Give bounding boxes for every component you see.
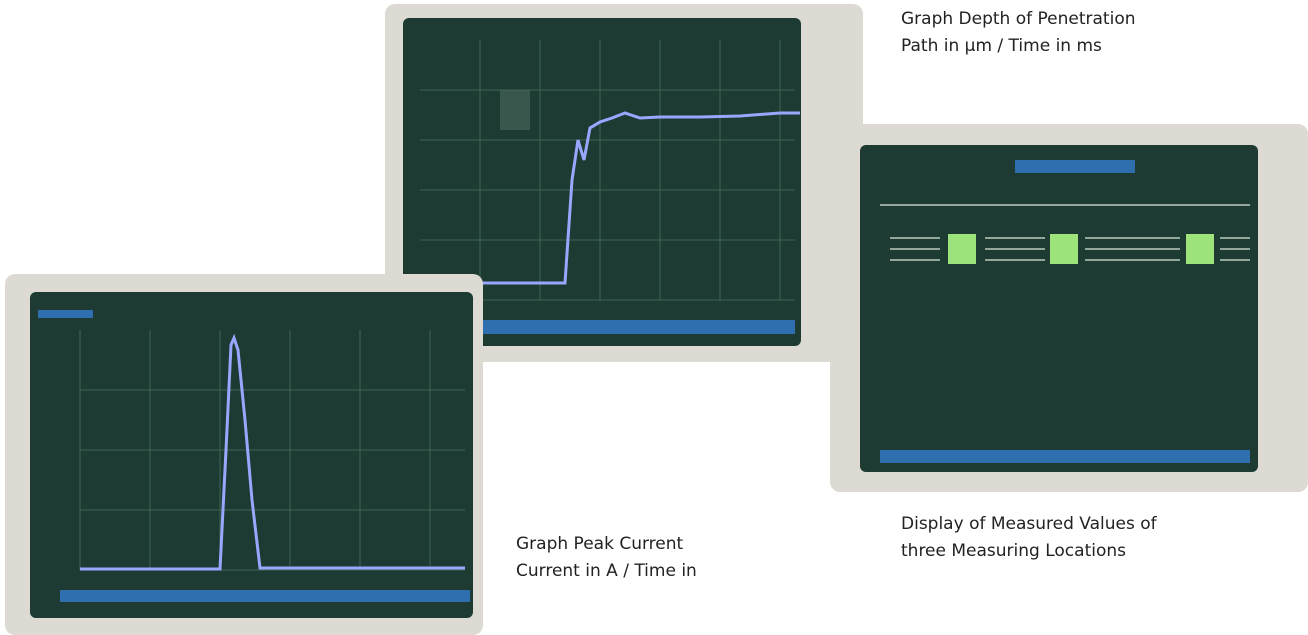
reflection [500,90,530,130]
caption-line: Display of Measured Values of [901,514,1157,534]
screen [860,145,1258,472]
monitor-current [5,274,483,635]
caption-values: Display of Measured Values of three Meas… [901,511,1157,565]
caption-line: Path in µm / Time in ms [901,36,1102,56]
caption-line: Current in A / Time in [516,561,697,581]
value-rows [880,204,1250,261]
screen [30,292,473,618]
title-bar [38,310,93,318]
current-curve [80,333,465,571]
title-bar [1015,160,1135,173]
monitor-depth [385,4,863,362]
status-bar [60,590,470,602]
value-cells [948,234,1214,264]
depth-curve [420,111,800,285]
caption-current: Graph Peak Current Current in A / Time i… [516,531,697,585]
status-bar [880,450,1250,463]
caption-line: Graph Peak Current [516,534,684,554]
caption-depth: Graph Depth of Penetration Path in µm / … [901,6,1136,60]
monitor-values [830,124,1308,492]
caption-line: three Measuring Locations [901,541,1126,561]
caption-line: Graph Depth of Penetration [901,9,1136,29]
status-bar [470,320,795,334]
